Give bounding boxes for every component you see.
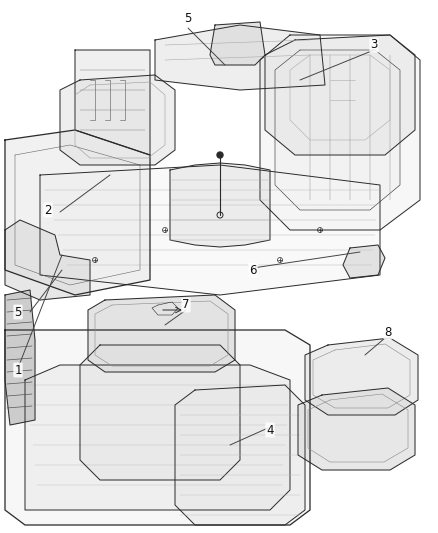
Polygon shape: [60, 75, 175, 165]
Text: 5: 5: [14, 305, 22, 319]
Polygon shape: [265, 35, 415, 155]
Polygon shape: [5, 330, 310, 525]
Polygon shape: [175, 385, 305, 525]
Text: 4: 4: [266, 424, 274, 437]
Text: 6: 6: [249, 263, 257, 277]
Polygon shape: [5, 290, 35, 425]
Polygon shape: [5, 220, 90, 300]
Text: 7: 7: [182, 298, 190, 311]
Polygon shape: [25, 365, 290, 510]
Polygon shape: [80, 345, 240, 480]
Polygon shape: [88, 295, 235, 372]
Polygon shape: [275, 50, 400, 210]
Polygon shape: [343, 245, 385, 278]
Text: 3: 3: [370, 38, 378, 52]
Text: 2: 2: [44, 204, 52, 216]
Text: 5: 5: [184, 12, 192, 25]
Polygon shape: [210, 22, 265, 65]
Polygon shape: [298, 388, 415, 470]
Text: 1: 1: [14, 364, 22, 376]
Polygon shape: [170, 163, 270, 247]
Polygon shape: [75, 50, 150, 155]
Polygon shape: [155, 25, 325, 90]
Polygon shape: [305, 338, 418, 415]
Polygon shape: [5, 130, 150, 295]
Polygon shape: [40, 165, 380, 295]
Polygon shape: [260, 35, 420, 230]
Circle shape: [217, 152, 223, 158]
Text: 8: 8: [384, 326, 392, 338]
